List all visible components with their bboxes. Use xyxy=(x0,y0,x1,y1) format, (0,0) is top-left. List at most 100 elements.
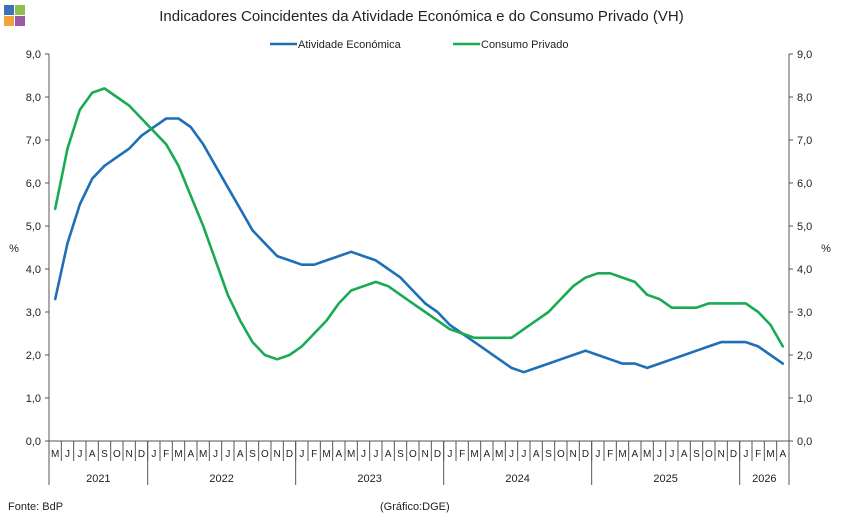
month-label: J xyxy=(213,449,218,460)
month-label: A xyxy=(631,449,638,460)
y-tick-label-left: 9,0 xyxy=(26,49,41,61)
month-label: S xyxy=(397,449,404,460)
month-label: F xyxy=(755,449,761,460)
month-label: F xyxy=(459,449,465,460)
month-label: S xyxy=(693,449,700,460)
month-label: J xyxy=(361,449,366,460)
month-label: A xyxy=(533,449,540,460)
y-tick-label-left: 5,0 xyxy=(26,221,41,233)
month-label: J xyxy=(447,449,452,460)
series-line-1 xyxy=(53,117,785,374)
month-label: M xyxy=(322,449,330,460)
month-label: J xyxy=(669,449,674,460)
month-label: O xyxy=(705,449,713,460)
y-tick-label-right: 1,0 xyxy=(797,393,812,405)
month-label: N xyxy=(126,449,133,460)
month-label: M xyxy=(174,449,182,460)
y-tick-label-right: 7,0 xyxy=(797,135,812,147)
y-tick-label-right: 9,0 xyxy=(797,49,812,61)
month-label: S xyxy=(101,449,108,460)
month-label: A xyxy=(335,449,342,460)
month-label: M xyxy=(470,449,478,460)
month-label: A xyxy=(385,449,392,460)
brand-logo xyxy=(4,5,25,26)
logo-square-purple xyxy=(15,16,25,26)
logo-square-orange xyxy=(4,16,14,26)
month-label: D xyxy=(582,449,589,460)
year-label: 2026 xyxy=(752,473,776,485)
month-label: M xyxy=(51,449,59,460)
month-label: M xyxy=(618,449,626,460)
month-label: D xyxy=(286,449,293,460)
month-label: M xyxy=(766,449,774,460)
month-label: J xyxy=(595,449,600,460)
y-tick-label-right: 6,0 xyxy=(797,178,812,190)
month-label: S xyxy=(545,449,552,460)
year-label: 2022 xyxy=(209,473,233,485)
month-label: J xyxy=(65,449,70,460)
month-label: J xyxy=(77,449,82,460)
month-label: M xyxy=(643,449,651,460)
y-tick-label-left: 3,0 xyxy=(26,307,41,319)
month-label: J xyxy=(151,449,156,460)
y-axis-label-right: % xyxy=(821,243,831,255)
month-label: M xyxy=(347,449,355,460)
month-label: J xyxy=(373,449,378,460)
month-label: A xyxy=(89,449,96,460)
legend-label-1: Atividade Económica xyxy=(298,39,402,51)
y-tick-label-left: 2,0 xyxy=(26,350,41,362)
y-tick-label-left: 1,0 xyxy=(26,393,41,405)
year-label: 2024 xyxy=(505,473,529,485)
month-label: N xyxy=(570,449,577,460)
month-label: N xyxy=(422,449,429,460)
y-tick-label-right: 8,0 xyxy=(797,92,812,104)
y-tick-label-left: 6,0 xyxy=(26,178,41,190)
legend-label-2: Consumo Privado xyxy=(481,39,568,51)
month-label: S xyxy=(249,449,256,460)
month-label: F xyxy=(607,449,613,460)
month-label: D xyxy=(434,449,441,460)
year-label: 2025 xyxy=(653,473,677,485)
source-note: Fonte: BdP xyxy=(8,501,64,513)
month-label: M xyxy=(495,449,503,460)
month-label: J xyxy=(743,449,748,460)
y-tick-label-right: 5,0 xyxy=(797,221,812,233)
month-label: O xyxy=(557,449,565,460)
y-tick-label-left: 0,0 xyxy=(26,436,41,448)
logo-square-blue xyxy=(4,5,14,15)
month-label: D xyxy=(730,449,737,460)
month-label: J xyxy=(509,449,514,460)
logo-square-green xyxy=(15,5,25,15)
month-label: D xyxy=(138,449,145,460)
month-label: N xyxy=(274,449,281,460)
y-tick-label-left: 7,0 xyxy=(26,135,41,147)
month-label: F xyxy=(163,449,169,460)
y-tick-label-right: 0,0 xyxy=(797,436,812,448)
month-label: J xyxy=(299,449,304,460)
month-label: A xyxy=(779,449,786,460)
month-label: J xyxy=(225,449,230,460)
year-label: 2023 xyxy=(357,473,381,485)
chart-title: Indicadores Coincidentes da Atividade Ec… xyxy=(159,8,684,25)
credit-note: (Gráfico:DGE) xyxy=(380,501,450,513)
month-label: O xyxy=(409,449,417,460)
month-label: J xyxy=(521,449,526,460)
y-tick-label-right: 4,0 xyxy=(797,264,812,276)
year-label: 2021 xyxy=(86,473,110,485)
month-label: F xyxy=(311,449,317,460)
month-label: A xyxy=(187,449,194,460)
series-line-2 xyxy=(53,87,785,361)
month-label: A xyxy=(681,449,688,460)
month-label: O xyxy=(113,449,121,460)
month-label: O xyxy=(261,449,269,460)
y-tick-label-right: 2,0 xyxy=(797,350,812,362)
month-label: A xyxy=(483,449,490,460)
y-axis-label-left: % xyxy=(9,243,19,255)
month-label: N xyxy=(718,449,725,460)
y-tick-label-right: 3,0 xyxy=(797,307,812,319)
month-label: J xyxy=(657,449,662,460)
month-label: M xyxy=(199,449,207,460)
y-tick-label-left: 4,0 xyxy=(26,264,41,276)
y-tick-label-left: 8,0 xyxy=(26,92,41,104)
